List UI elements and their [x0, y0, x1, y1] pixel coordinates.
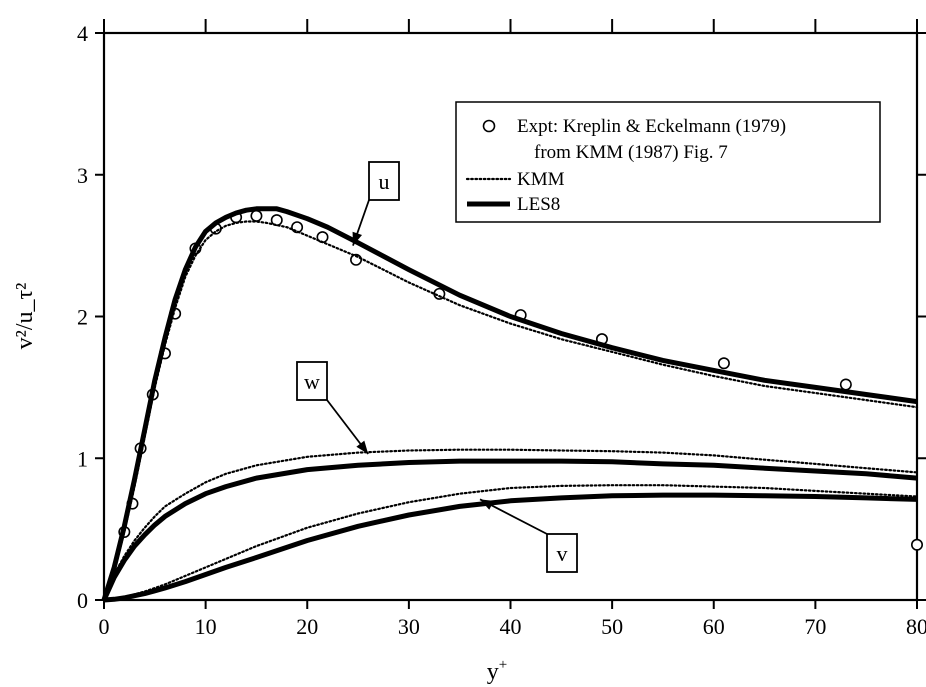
series-line-kmm-w	[102, 448, 919, 602]
callout-box-w	[296, 361, 328, 401]
series-line-kmm-v	[102, 484, 919, 602]
y-tick-label: 1	[77, 446, 88, 471]
x-axis-label-base: y	[487, 659, 499, 685]
data-point-expt-u	[350, 253, 363, 266]
legend-label-expt: Expt: Kreplin & Eckelmann (1979)	[517, 116, 786, 137]
callout-label-w: w	[304, 369, 320, 394]
data-point-expt-u	[910, 538, 923, 551]
legend-marker-expt	[482, 119, 496, 133]
x-tick-label: 0	[99, 614, 110, 639]
y-tick-label: 3	[77, 163, 88, 188]
series-line-les8-u	[101, 206, 918, 601]
x-tick-label: 10	[195, 614, 217, 639]
x-tick-label: 70	[804, 614, 826, 639]
axis-ticks: 0 10 20 30 40 50 60 70 80 0 1 2 3 4	[77, 19, 926, 639]
legend-label-expt-note: from KMM (1987) Fig. 7	[534, 142, 728, 163]
legend: Expt: Kreplin & Eckelmann (1979) from KM…	[455, 101, 881, 223]
callout-arrowhead-u	[352, 231, 363, 246]
y-tick-label: 2	[77, 305, 88, 330]
callout-label-u: u	[379, 169, 390, 194]
x-axis-label-sup: +	[499, 657, 507, 673]
x-axis-label: y+	[487, 657, 507, 685]
data-point-expt-u	[717, 357, 730, 370]
x-tick-label: 40	[500, 614, 522, 639]
callout-arrowhead-w	[356, 440, 369, 454]
callout-layer: u w v	[296, 161, 578, 573]
legend-label-les8: LES8	[517, 194, 560, 215]
callout-label-v: v	[557, 541, 568, 566]
x-tick-label: 60	[703, 614, 725, 639]
series-line-kmm-u	[102, 220, 919, 602]
callout-box-v	[546, 533, 578, 573]
data-point-expt-u	[433, 287, 446, 300]
legend-label-kmm: KMM	[517, 169, 565, 190]
callout-box-u	[368, 161, 400, 201]
data-point-expt-u	[250, 209, 263, 222]
y-tick-label: 0	[77, 588, 88, 613]
callout-arrowhead-v	[480, 499, 494, 510]
x-tick-label: 30	[398, 614, 420, 639]
data-point-expt-u	[270, 214, 283, 227]
series-layer	[101, 206, 923, 603]
series-line-les8-w	[101, 458, 918, 602]
y-axis-label: v²/u_τ²	[12, 283, 38, 350]
data-point-expt-u	[839, 378, 852, 391]
legend-box	[455, 101, 881, 223]
x-tick-label: 20	[296, 614, 318, 639]
y-tick-label: 4	[77, 21, 88, 46]
series-line-les8-v	[103, 492, 918, 603]
x-tick-label: 50	[601, 614, 623, 639]
x-tick-label: 80	[906, 614, 926, 639]
